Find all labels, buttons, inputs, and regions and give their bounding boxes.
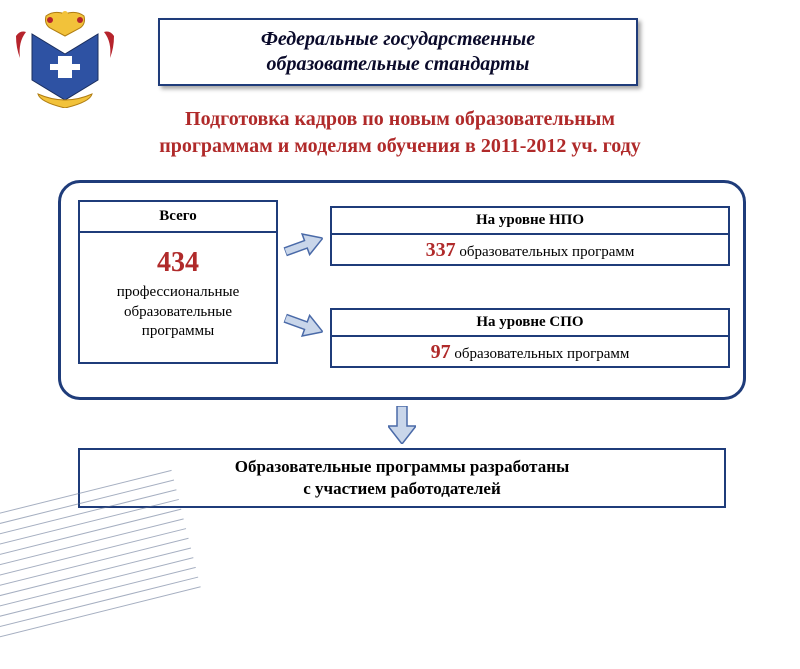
total-label: профессиональные образовательные програм… xyxy=(80,283,276,342)
subtitle: Подготовка кадров по новым образовательн… xyxy=(0,106,800,160)
emblem-icon xyxy=(10,8,120,108)
total-header: Всего xyxy=(80,202,276,233)
spo-body: 97 образовательных программ xyxy=(332,337,728,368)
hatch-decoration-icon xyxy=(0,451,205,669)
npo-header: На уровне НПО xyxy=(332,208,728,235)
bottom-text: Образовательные программы разработаны с … xyxy=(235,456,570,500)
npo-body: 337 образовательных программ xyxy=(332,235,728,266)
box-spo: На уровне СПО 97 образовательных програм… xyxy=(330,308,730,368)
box-npo: На уровне НПО 337 образовательных програ… xyxy=(330,206,730,266)
title-box: Федеральные государственные образователь… xyxy=(158,18,638,86)
spo-header: На уровне СПО xyxy=(332,310,728,337)
page-title: Федеральные государственные образователь… xyxy=(261,27,535,77)
total-number: 434 xyxy=(80,247,276,279)
arrow-down-icon xyxy=(388,406,416,444)
box-total: Всего 434 профессиональные образовательн… xyxy=(78,200,278,364)
